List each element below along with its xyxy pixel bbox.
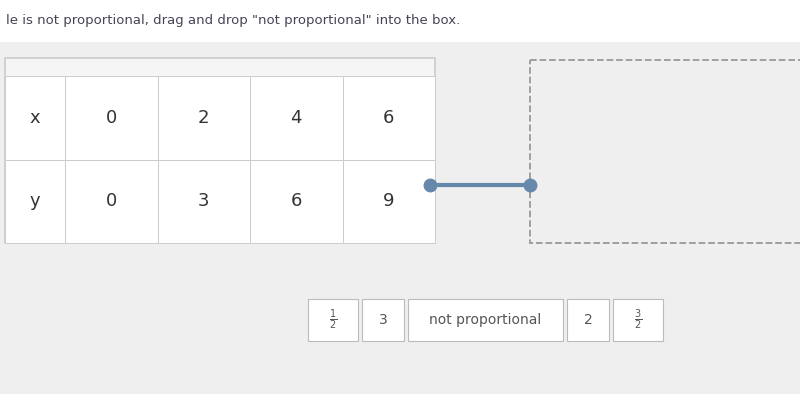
Bar (158, 160, 250, 243)
Bar (342, 76, 435, 160)
Bar (250, 76, 342, 160)
Bar (613, 299, 663, 341)
Bar (65, 76, 158, 160)
Text: 3: 3 (378, 313, 387, 327)
Bar (308, 299, 358, 341)
Text: 4: 4 (290, 109, 302, 127)
Bar (158, 76, 250, 160)
Bar (5, 76, 65, 160)
Text: $\frac{3}{2}$: $\frac{3}{2}$ (634, 308, 642, 332)
Text: 0: 0 (106, 192, 117, 210)
Bar (0, 0, 800, 42)
Text: y: y (30, 192, 40, 210)
Text: not proportional: not proportional (430, 313, 542, 327)
Text: 0: 0 (106, 109, 117, 127)
Text: 2: 2 (198, 109, 210, 127)
Text: 6: 6 (383, 109, 394, 127)
Text: 6: 6 (290, 192, 302, 210)
Bar (5, 58, 435, 243)
Text: x: x (30, 109, 40, 127)
Text: le is not proportional, drag and drop "not proportional" into the box.: le is not proportional, drag and drop "n… (6, 14, 460, 27)
Bar (362, 299, 404, 341)
Bar (250, 160, 342, 243)
Bar (408, 299, 563, 341)
Bar (530, 60, 800, 243)
Bar (342, 160, 435, 243)
Text: 9: 9 (383, 192, 394, 210)
Bar (567, 299, 609, 341)
Bar (65, 160, 158, 243)
Text: 3: 3 (198, 192, 210, 210)
Bar (5, 160, 65, 243)
Text: 2: 2 (584, 313, 592, 327)
Text: $\frac{1}{2}$: $\frac{1}{2}$ (329, 308, 337, 332)
